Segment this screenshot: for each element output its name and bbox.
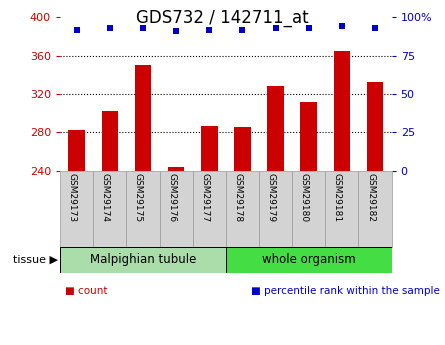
Text: GSM29174: GSM29174 <box>101 173 110 222</box>
Text: GSM29176: GSM29176 <box>167 173 176 222</box>
Bar <box>126 171 160 247</box>
Text: whole organism: whole organism <box>262 253 356 266</box>
Bar <box>60 171 93 247</box>
Bar <box>226 247 392 273</box>
Bar <box>334 51 350 171</box>
Bar <box>226 171 259 247</box>
Text: GSM29181: GSM29181 <box>333 173 342 222</box>
Text: GSM29173: GSM29173 <box>68 173 77 222</box>
Bar <box>300 102 317 171</box>
Point <box>239 27 246 32</box>
Point <box>173 28 180 34</box>
Bar <box>201 126 218 171</box>
Bar <box>292 171 325 247</box>
Point <box>305 25 312 31</box>
Bar <box>101 111 118 171</box>
Bar <box>325 171 359 247</box>
Bar <box>267 86 284 171</box>
Text: GSM29177: GSM29177 <box>200 173 209 222</box>
Text: ■ percentile rank within the sample: ■ percentile rank within the sample <box>251 286 440 296</box>
Text: tissue ▶: tissue ▶ <box>13 255 58 265</box>
Text: ■ count: ■ count <box>65 286 107 296</box>
Point <box>272 25 279 31</box>
Text: Malpighian tubule: Malpighian tubule <box>90 253 196 266</box>
Point <box>106 25 113 31</box>
Text: GSM29182: GSM29182 <box>366 173 375 222</box>
Point <box>73 27 80 32</box>
Bar <box>160 171 193 247</box>
Bar <box>135 65 151 171</box>
Bar <box>259 171 292 247</box>
Bar <box>367 81 383 171</box>
Text: GSM29180: GSM29180 <box>300 173 309 222</box>
Text: GSM29178: GSM29178 <box>234 173 243 222</box>
Bar <box>93 171 126 247</box>
Point <box>372 25 379 31</box>
Bar <box>234 127 251 171</box>
Point <box>338 24 345 29</box>
Text: GSM29179: GSM29179 <box>267 173 275 222</box>
Text: GSM29175: GSM29175 <box>134 173 143 222</box>
Point <box>139 25 146 31</box>
Bar <box>60 247 226 273</box>
Point <box>206 27 213 32</box>
Bar <box>168 167 184 171</box>
Bar <box>359 171 392 247</box>
Bar <box>69 129 85 171</box>
Text: GDS732 / 142711_at: GDS732 / 142711_at <box>136 9 309 27</box>
Bar <box>193 171 226 247</box>
